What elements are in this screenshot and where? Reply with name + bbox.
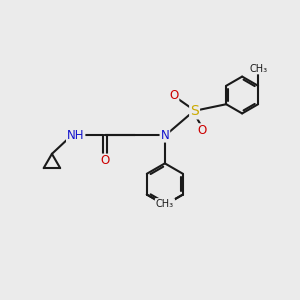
Text: O: O: [169, 88, 178, 101]
Text: O: O: [101, 154, 110, 167]
Text: N: N: [160, 129, 169, 142]
Text: CH₃: CH₃: [156, 199, 174, 209]
Text: NH: NH: [67, 129, 84, 142]
Text: S: S: [190, 104, 199, 118]
Text: CH₃: CH₃: [249, 64, 267, 74]
Text: O: O: [197, 124, 207, 137]
Text: CH₃: CH₃: [156, 199, 174, 209]
